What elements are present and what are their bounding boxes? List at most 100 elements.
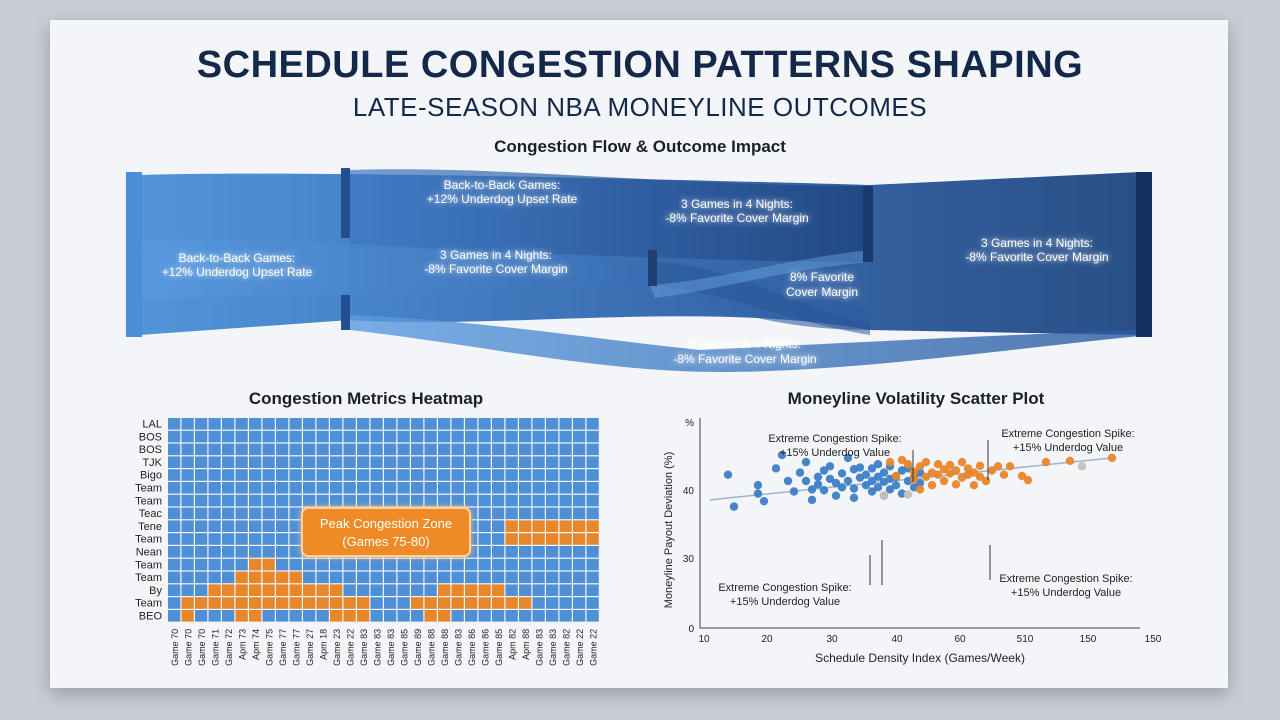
heatmap-cell — [235, 584, 248, 596]
flow-label-6-line1: 8% Favorite — [790, 270, 854, 284]
heatmap-cell — [168, 610, 181, 622]
heatmap-annotation: Peak Congestion Zone (Games 75-80) — [301, 507, 471, 557]
heatmap-cell — [276, 456, 289, 468]
heatmap-cell — [276, 443, 289, 456]
heatmap-cell — [465, 418, 478, 430]
scatter-point — [1107, 453, 1117, 463]
heatmap-cell — [478, 546, 491, 558]
heatmap-cell — [208, 584, 221, 596]
heatmap-cell — [181, 430, 194, 443]
heatmap-cell — [370, 597, 383, 609]
heatmap-cell — [343, 571, 356, 584]
heatmap-cell — [262, 494, 275, 507]
heatmap-cell — [370, 584, 383, 596]
heatmap-cell — [451, 558, 464, 571]
heatmap-cell — [559, 597, 572, 609]
heatmap-cell — [384, 558, 397, 571]
heatmap-cell — [181, 597, 194, 609]
scatter-point — [759, 496, 769, 506]
heatmap-cell — [235, 546, 248, 558]
heatmap-cell — [478, 558, 491, 571]
heatmap-cell — [532, 520, 545, 532]
heatmap-cell — [397, 494, 410, 507]
scatter-point — [825, 474, 835, 484]
heatmap-cell — [262, 597, 275, 609]
heatmap-cell — [519, 571, 532, 584]
heatmap-cell — [397, 571, 410, 584]
heatmap-annotation-line1: Peak Congestion Zone — [320, 516, 452, 531]
heatmap-cell — [276, 558, 289, 571]
scatter-point — [963, 464, 973, 473]
scatter-point — [957, 457, 967, 467]
scatter-point — [1041, 457, 1051, 467]
heatmap-cell — [276, 610, 289, 622]
heatmap-cell — [208, 610, 221, 622]
heatmap-cell — [357, 494, 370, 507]
scatter-point — [861, 470, 871, 479]
heatmap-cell — [357, 584, 370, 596]
scatter-point — [885, 457, 895, 467]
heatmap-cell — [532, 443, 545, 456]
heatmap-cell — [370, 571, 383, 584]
heatmap-cell — [235, 443, 248, 456]
heatmap-cell — [168, 456, 181, 468]
heatmap-cell — [330, 482, 343, 494]
scatter-point — [855, 463, 865, 472]
heatmap-cell — [411, 571, 424, 584]
heatmap-cell — [181, 469, 194, 481]
heatmap-cell — [505, 584, 518, 596]
heatmap-cell — [532, 584, 545, 596]
flow-label-2-line1: Back-to-Back Games: — [444, 178, 561, 192]
heatmap-cell — [465, 546, 478, 558]
heatmap-cell — [573, 469, 586, 481]
scatter-point — [885, 485, 895, 494]
flow-node-2b — [341, 295, 350, 330]
scatter-point — [831, 478, 841, 488]
flow-label-4-line2: -8% Favorite Cover Margin — [665, 211, 808, 225]
scatter-point — [933, 470, 943, 479]
heatmap-cell — [519, 507, 532, 520]
heatmap-cell — [195, 494, 208, 507]
scatter-point — [867, 487, 877, 496]
heatmap-cell — [492, 610, 505, 622]
heatmap-cell — [532, 430, 545, 443]
heatmap-cell — [289, 533, 302, 545]
scatter-point — [831, 491, 841, 500]
heatmap-cell — [505, 469, 518, 481]
scatter-point — [975, 472, 985, 481]
scatter-point — [807, 485, 817, 494]
heatmap-cell — [208, 520, 221, 532]
heatmap-cell — [451, 418, 464, 430]
heatmap-cell — [586, 546, 599, 558]
heatmap-cell — [478, 507, 491, 520]
heatmap-cell — [478, 456, 491, 468]
scatter-point — [951, 480, 961, 489]
heatmap-cell — [330, 443, 343, 456]
flow-node-2a — [341, 168, 350, 238]
heatmap-cell — [316, 610, 329, 622]
heatmap-cell — [289, 507, 302, 520]
heatmap-cell — [195, 469, 208, 481]
heatmap-cell — [438, 443, 451, 456]
heatmap-cell — [222, 558, 235, 571]
heatmap-cell — [357, 597, 370, 609]
heatmap-cell — [208, 418, 221, 430]
heatmap-cell — [492, 571, 505, 584]
heatmap-cell — [289, 418, 302, 430]
heatmap-cell — [559, 584, 572, 596]
heatmap-cell — [262, 584, 275, 596]
heatmap-cell — [532, 494, 545, 507]
heatmap-cell — [559, 430, 572, 443]
heatmap-cell — [478, 482, 491, 494]
heatmap-cell — [559, 520, 572, 532]
scatter-point — [795, 468, 805, 477]
heatmap-cell — [492, 546, 505, 558]
heatmap-col-label: Game 89 — [413, 629, 423, 666]
heatmap-cell — [411, 482, 424, 494]
heatmap-cell — [519, 533, 532, 545]
heatmap-cell — [505, 558, 518, 571]
heatmap-cell — [357, 456, 370, 468]
heatmap-cell — [235, 520, 248, 532]
heatmap-col-label: Game 23 — [332, 629, 342, 666]
